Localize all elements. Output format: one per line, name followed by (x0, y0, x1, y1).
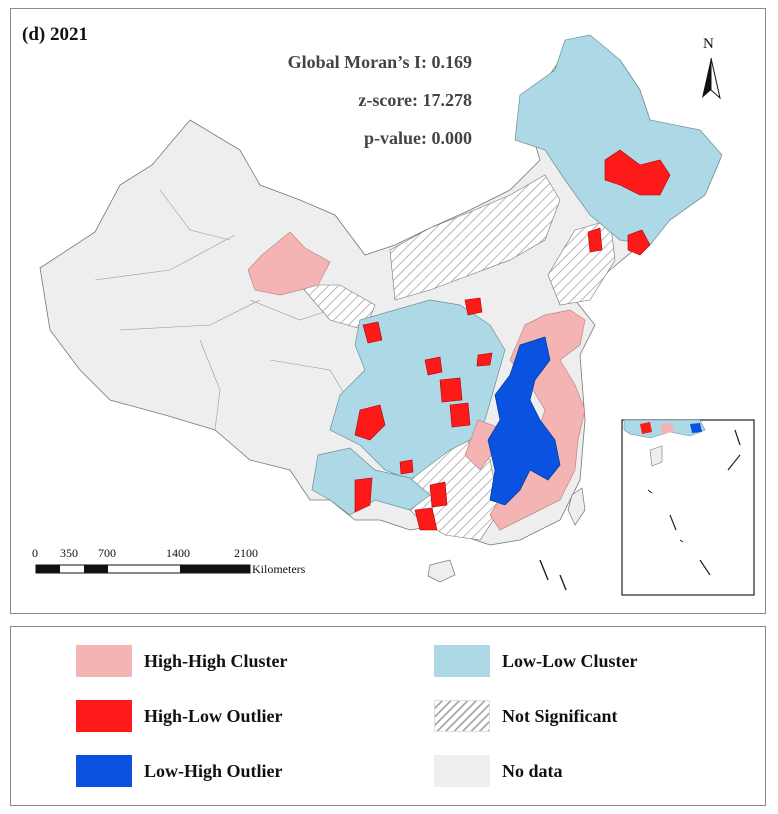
scale-unit: Kilometers (252, 562, 306, 576)
island-taiwan (567, 487, 586, 526)
z-score-text: z-score: 17.278 (358, 90, 472, 110)
scale-bar (35, 564, 251, 574)
region-high-high-xinjiang (247, 231, 331, 296)
panel-title: (d) 2021 (22, 24, 88, 45)
legend-swatch-low-low (434, 645, 490, 677)
p-value-text: p-value: 0.000 (364, 128, 472, 148)
scale-tick-700: 700 (98, 546, 116, 560)
region-low-high-outlier (487, 336, 561, 506)
legend-label: No data (502, 760, 563, 781)
legend-swatch-high-high (76, 645, 132, 677)
region-not-significant-north (389, 174, 561, 301)
legend-swatch-low-high (76, 755, 132, 787)
north-label: N (703, 36, 714, 52)
legend-label: High-Low Outlier (144, 705, 283, 726)
china-map (35, 34, 755, 596)
scale-tick-350: 350 (60, 546, 78, 560)
island-hainan (427, 559, 456, 583)
legend-item-low-low: Low-Low Cluster (434, 645, 638, 677)
north-arrow-icon (702, 57, 721, 100)
legend-label: Not Significant (502, 705, 618, 726)
legend-label: Low-High Outlier (144, 760, 283, 781)
scale-tick-0: 0 (32, 546, 38, 560)
sea-dashes (539, 559, 567, 591)
legend-swatch-high-low (76, 700, 132, 732)
inset-south-china-sea (621, 419, 755, 596)
region-low-low-northeast (514, 34, 723, 246)
legend-item-not-significant: Not Significant (434, 700, 618, 732)
morans-i-text: Global Moran’s I: 0.169 (287, 52, 472, 72)
scale-tick-1400: 1400 (166, 546, 190, 560)
legend-panel (10, 626, 766, 806)
legend-label: High-High Cluster (144, 650, 288, 671)
legend-item-high-low: High-Low Outlier (76, 700, 283, 732)
legend-label: Low-Low Cluster (502, 650, 638, 671)
legend-item-high-high: High-High Cluster (76, 645, 288, 677)
legend-item-no-data: No data (434, 755, 563, 787)
high-low-outliers (354, 149, 671, 531)
legend-swatch-not-significant (434, 700, 490, 732)
inset-content (623, 419, 741, 576)
legend-swatch-no-data (434, 755, 490, 787)
legend-item-low-high: Low-High Outlier (76, 755, 283, 787)
scale-tick-2100: 2100 (234, 546, 258, 560)
